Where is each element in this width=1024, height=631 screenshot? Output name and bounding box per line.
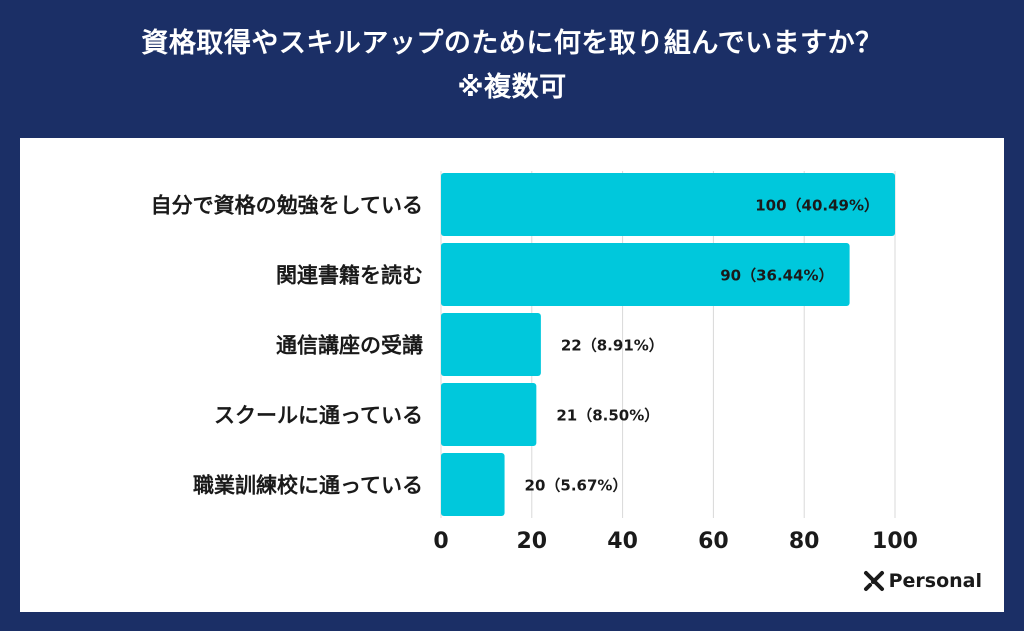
category-label-3: スクールに通っている	[214, 404, 423, 428]
category-label-0: 自分で資格の勉強をしている	[151, 194, 423, 218]
category-label-4: 職業訓練校に通っている	[193, 474, 423, 498]
bar-2	[441, 313, 541, 376]
title-line-1: 資格取得やスキルアップのために何を取り組んでいますか？	[141, 28, 883, 59]
chart-panel: 自分で資格の勉強をしている 100（40.49%） 関連書籍を読む 90（36.44%…	[20, 138, 1004, 612]
brand-name: Personal	[888, 570, 982, 592]
data-label-0: 100（40.49%）	[755, 197, 879, 215]
personal-x-icon	[863, 571, 884, 591]
data-label-3: 21（8.50%）	[556, 407, 659, 425]
x-tick-label-100: 100	[872, 529, 918, 554]
bar-0	[441, 173, 895, 236]
x-tick-label-0: 0	[433, 529, 448, 554]
x-tick-label-40: 40	[607, 529, 638, 554]
brand-logo: Personal	[863, 570, 982, 592]
category-label-2: 通信講座の受講	[276, 334, 423, 358]
x-tick-label-60: 60	[698, 529, 729, 554]
chart-title: 資格取得やスキルアップのために何を取り組んでいますか？ ※複数可	[0, 22, 1024, 110]
title-line-2: ※複数可	[457, 72, 567, 103]
bar-3	[441, 383, 537, 446]
data-label-2: 22（8.91%）	[561, 337, 664, 355]
data-label-1: 90（36.44%）	[720, 267, 833, 285]
x-tick-label-80: 80	[789, 529, 820, 554]
bar-chart: 自分で資格の勉強をしている 100（40.49%） 関連書籍を読む 90（36.44%…	[151, 171, 918, 554]
x-tick-label-20: 20	[516, 529, 547, 554]
bar-4	[441, 453, 505, 516]
bar-1	[441, 243, 850, 306]
category-label-1: 関連書籍を読む	[276, 264, 423, 288]
data-label-4: 20（5.67%）	[525, 477, 628, 495]
